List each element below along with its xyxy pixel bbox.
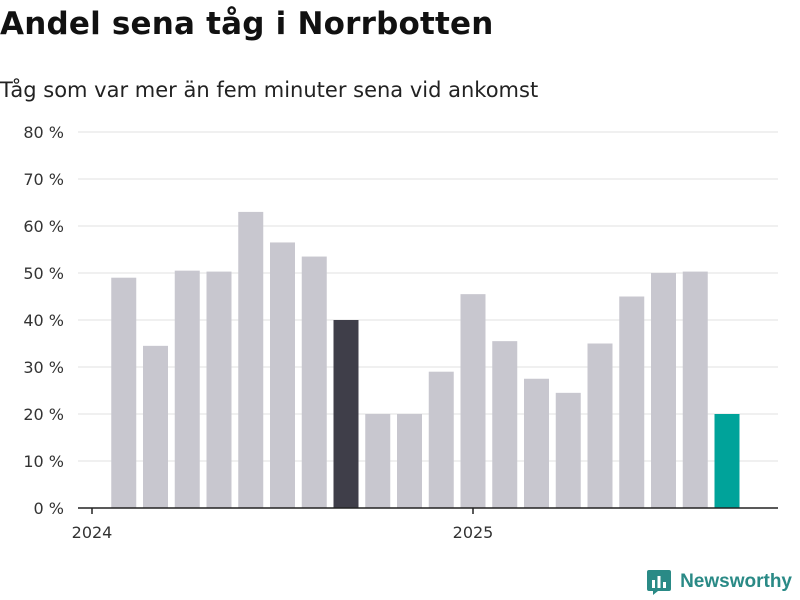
bar: [428, 371, 454, 508]
bar: [206, 271, 232, 508]
bar: [143, 345, 168, 508]
bar: [651, 273, 676, 508]
bar: [524, 378, 549, 508]
chart-subtitle: Tåg som var mer än fem minuter sena vid …: [0, 78, 539, 102]
bar: [333, 320, 359, 508]
y-tick-label: 30 %: [23, 358, 64, 377]
bar: [301, 256, 327, 508]
y-tick-label: 20 %: [23, 405, 64, 424]
bar: [555, 392, 581, 508]
bar: [714, 414, 740, 508]
bar: [365, 414, 391, 508]
bar: [619, 296, 645, 508]
y-tick-label: 40 %: [23, 311, 64, 330]
brand-name: Newsworthy: [680, 571, 792, 592]
bar: [397, 414, 422, 508]
y-tick-label: 70 %: [23, 170, 64, 189]
bar: [174, 270, 200, 508]
bar: [460, 294, 486, 508]
chart-title: Andel sena tåg i Norrbotten: [0, 6, 494, 42]
bar: [111, 277, 137, 508]
bar-chart: 0 % 10 % 20 % 30 % 40 % 50 % 60 % 70 % 80 % 2024 2…: [23, 123, 778, 542]
bar: [492, 341, 518, 508]
x-tick-label: 2025: [453, 523, 494, 542]
y-tick-label: 0 %: [34, 499, 64, 518]
y-tick-label: 80 %: [23, 123, 64, 142]
bar: [270, 242, 295, 508]
bar: [682, 271, 708, 508]
newsworthy-logo-icon: [647, 570, 672, 595]
y-tick-label: 10 %: [23, 452, 64, 471]
bar: [238, 211, 264, 508]
x-tick-label: 2024: [72, 523, 113, 542]
brand: Newsworthy: [646, 568, 792, 596]
y-tick-label: 60 %: [23, 217, 64, 236]
bar: [587, 343, 613, 508]
y-tick-label: 50 %: [23, 264, 64, 283]
